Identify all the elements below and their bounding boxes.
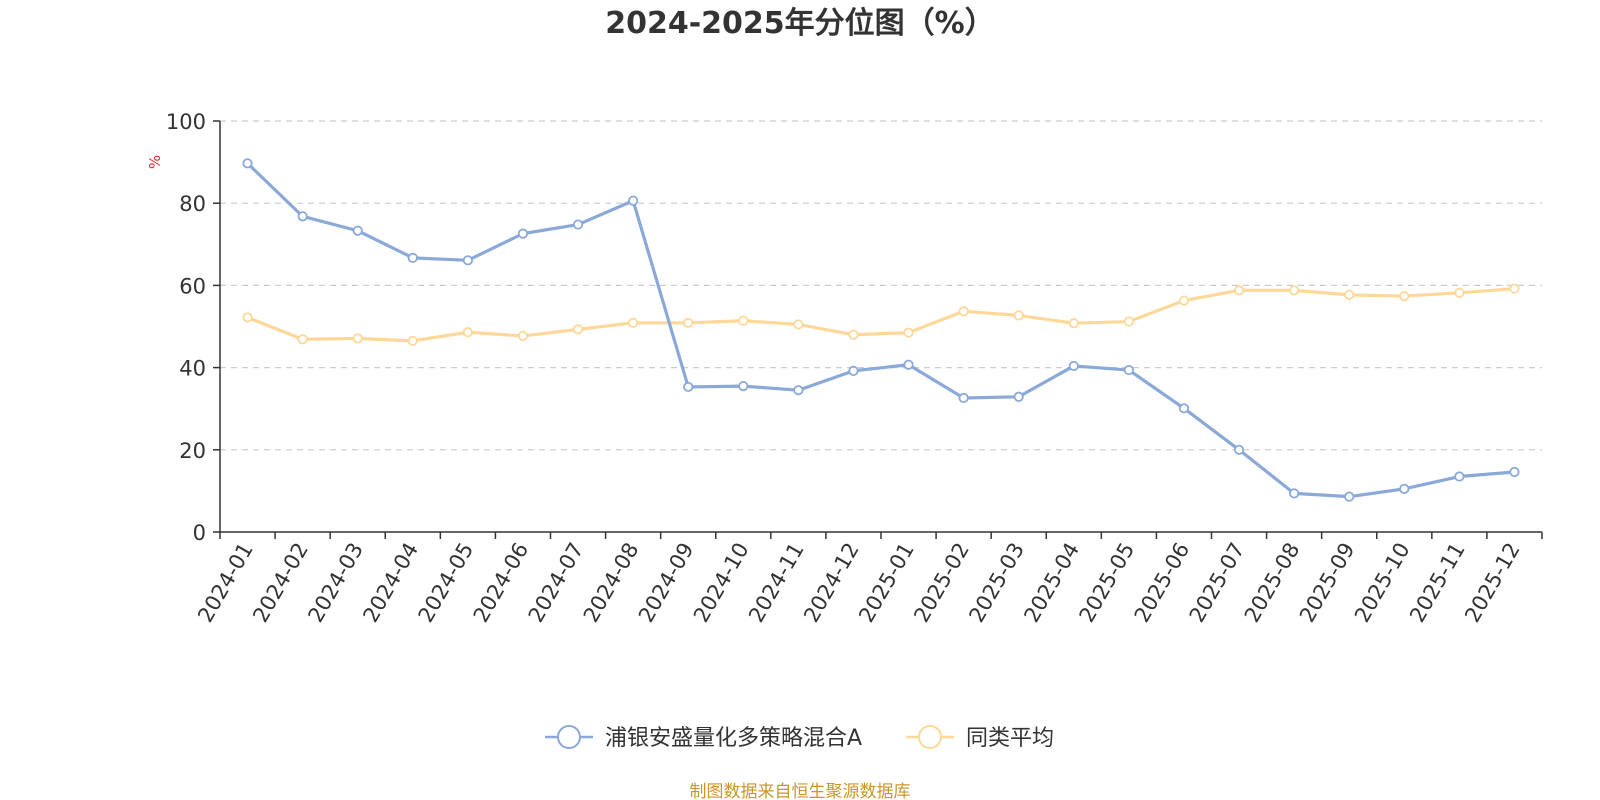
series-0 <box>242 158 1520 502</box>
data-point <box>848 329 859 340</box>
data-point <box>1289 488 1300 499</box>
data-point <box>407 335 418 346</box>
data-point <box>628 195 639 206</box>
y-axis-unit: % <box>146 155 164 169</box>
data-point <box>1289 285 1300 296</box>
data-point <box>572 219 584 230</box>
data-point <box>1068 360 1079 372</box>
data-point <box>352 225 363 236</box>
data-point <box>297 211 308 222</box>
data-point <box>1454 287 1465 298</box>
data-point <box>1233 444 1245 455</box>
y-tick-label: 60 <box>179 274 206 298</box>
data-point <box>958 392 969 404</box>
chart-title: 2024-2025年分位图（%） <box>605 6 995 41</box>
data-point <box>958 306 969 317</box>
data-point <box>462 327 473 338</box>
data-point <box>738 315 749 326</box>
x-axis-ticks: 2024-012024-022024-032024-042024-052024-… <box>193 532 1543 627</box>
data-point <box>1344 289 1355 300</box>
data-point <box>793 385 804 396</box>
data-point <box>352 333 363 344</box>
data-point <box>848 365 859 376</box>
data-point <box>242 312 253 323</box>
data-point <box>793 319 804 330</box>
data-point <box>572 324 584 335</box>
legend-item-1[interactable]: 同类平均 <box>906 725 1054 751</box>
legend[interactable]: 浦银安盛量化多策略混合A 同类平均 <box>545 725 1054 751</box>
y-tick-label: 100 <box>166 110 206 134</box>
data-point <box>1509 283 1520 294</box>
source-note: 制图数据来自恒生聚源数据库 <box>690 782 911 800</box>
y-tick-label: 0 <box>193 521 206 545</box>
legend-marker <box>557 725 581 749</box>
grid-lines <box>220 120 1542 451</box>
data-point <box>517 330 529 342</box>
data-point <box>1178 403 1190 414</box>
x-tick-label: 2025-12 <box>1460 539 1525 627</box>
data-point <box>1233 285 1245 296</box>
series-layer <box>242 158 1520 502</box>
data-point <box>1013 310 1024 321</box>
data-point <box>1123 316 1134 327</box>
data-point <box>1399 290 1410 302</box>
data-point <box>517 228 529 239</box>
series-line <box>246 162 1515 499</box>
data-point <box>462 255 473 266</box>
axes <box>219 121 1542 533</box>
data-point <box>242 158 253 169</box>
data-point <box>1013 391 1024 402</box>
legend-label: 浦银安盛量化多策略混合A <box>605 726 862 751</box>
legend-item-0[interactable]: 浦银安盛量化多策略混合A <box>545 725 862 751</box>
series-1 <box>242 283 1520 346</box>
data-point <box>683 317 694 328</box>
data-point <box>738 380 749 392</box>
y-tick-label: 40 <box>179 357 206 381</box>
data-point <box>297 334 308 345</box>
data-point <box>1344 491 1355 502</box>
data-point <box>903 327 914 338</box>
y-tick-label: 20 <box>179 439 206 463</box>
y-tick-label: 80 <box>179 192 206 216</box>
y-axis-ticks: 0 20 40 60 80 100 <box>166 110 220 545</box>
series-line <box>246 287 1515 343</box>
data-point <box>1068 318 1079 329</box>
legend-marker <box>918 725 942 749</box>
data-point <box>1399 483 1410 494</box>
data-point <box>628 317 639 328</box>
data-point <box>1178 295 1190 306</box>
data-point <box>1454 471 1465 482</box>
data-point <box>683 381 694 393</box>
data-point <box>903 359 914 370</box>
data-point <box>407 252 418 263</box>
legend-label: 同类平均 <box>966 726 1054 751</box>
data-point <box>1123 364 1134 376</box>
data-point <box>1509 466 1520 478</box>
